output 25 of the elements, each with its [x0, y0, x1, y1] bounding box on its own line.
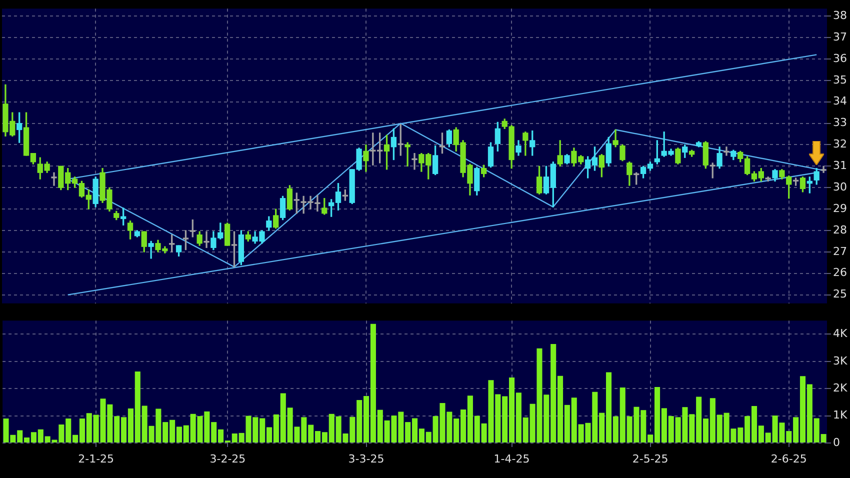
y-tick-label: 3K	[833, 354, 848, 368]
y-tick-label: 35	[833, 73, 847, 86]
y-tick-label: 30	[833, 180, 847, 194]
y-tick-label: 38	[833, 8, 847, 22]
y-tick-label: 4K	[833, 327, 848, 340]
x-tick-label: 2-5-25	[632, 452, 668, 466]
y-tick-label: 31	[833, 159, 847, 172]
y-tick-label: 27	[833, 244, 847, 258]
y-tick-label: 33	[833, 116, 847, 130]
y-tick-label: 0	[833, 436, 840, 449]
y-tick-label: 1K	[833, 408, 848, 422]
y-tick-label: 32	[833, 138, 847, 151]
y-tick-label: 25	[833, 288, 847, 301]
x-tick-label: 2-1-25	[78, 452, 114, 466]
x-tick-label: 3-3-25	[348, 452, 384, 466]
y-tick-label: 2K	[833, 381, 848, 394]
y-tick-label: 29	[833, 202, 847, 215]
y-tick-label: 34	[833, 94, 847, 108]
y-tick-label: 36	[833, 52, 847, 65]
y-tick-label: 26	[833, 266, 847, 280]
x-tick-label: 1-4-25	[494, 452, 530, 466]
y-tick-label: 37	[833, 30, 847, 44]
x-tick-label: 3-2-25	[210, 452, 246, 466]
y-tick-label: 28	[833, 223, 847, 236]
x-tick-label: 2-6-25	[770, 452, 807, 466]
